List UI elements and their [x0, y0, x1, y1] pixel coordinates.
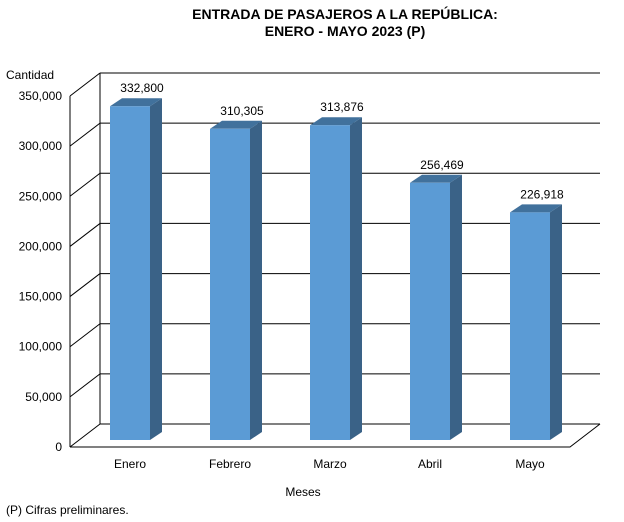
bars: 332,800 310,305 313,876 256,469 226,918	[110, 81, 564, 441]
y-tick-label: 100,000	[19, 340, 63, 354]
bar	[310, 125, 350, 441]
bar-top	[110, 98, 162, 107]
y-tick-label: 0	[55, 440, 62, 454]
x-tick-label: Mayo	[515, 457, 545, 471]
bar-side	[350, 117, 362, 441]
gridline-side	[69, 72, 101, 97]
chart-title-line2: ENERO - MAYO 2023 (P)	[265, 23, 426, 39]
y-tick-label: 300,000	[19, 139, 63, 153]
chart-title-line1: ENTRADA DE PASAJEROS A LA REPÚBLICA:	[192, 5, 498, 22]
y-tick-label: 200,000	[19, 239, 63, 253]
x-tick-label: Marzo	[313, 457, 347, 471]
gridline-side	[69, 273, 101, 297]
data-label: 310,305	[220, 104, 264, 118]
bar	[410, 182, 450, 441]
x-tick-labels: Enero Febrero Marzo Abril Mayo	[114, 457, 545, 471]
gridline-side	[69, 423, 101, 448]
bar	[510, 212, 550, 440]
gridline-side	[69, 223, 101, 247]
x-tick-label: Febrero	[209, 457, 251, 471]
data-label: 313,876	[320, 100, 364, 114]
x-axis-label: Meses	[285, 485, 320, 499]
x-tick-label: Enero	[114, 457, 146, 471]
y-tick-labels: 0 50,000 100,000 150,000 200,000 250,000 300,0…	[19, 89, 63, 454]
y-tick-label: 150,000	[19, 290, 63, 304]
bar-side	[450, 174, 462, 441]
y-tick-label: 350,000	[19, 89, 63, 103]
bar-top	[210, 120, 262, 129]
y-axis-label: Cantidad	[6, 68, 54, 82]
footnote: (P) Cifras preliminares.	[6, 503, 129, 517]
data-label: 226,918	[520, 187, 564, 201]
bar-side	[250, 120, 262, 440]
gridline-side	[69, 373, 101, 398]
y-tick-label: 50,000	[25, 390, 62, 404]
bar-top	[310, 117, 362, 126]
bar	[110, 106, 150, 440]
data-label: 332,800	[120, 81, 164, 95]
floor-edge	[70, 423, 601, 448]
gridline-side	[69, 323, 101, 348]
bar-top	[510, 204, 562, 213]
bar-side	[550, 204, 562, 440]
bar	[210, 128, 250, 440]
bar-side	[150, 98, 162, 440]
gridline-side	[69, 172, 101, 197]
gridline-side	[69, 122, 101, 147]
data-label: 256,469	[420, 158, 464, 172]
y-tick-label: 250,000	[19, 189, 63, 203]
x-tick-label: Abril	[418, 457, 442, 471]
bar-top	[410, 174, 462, 183]
